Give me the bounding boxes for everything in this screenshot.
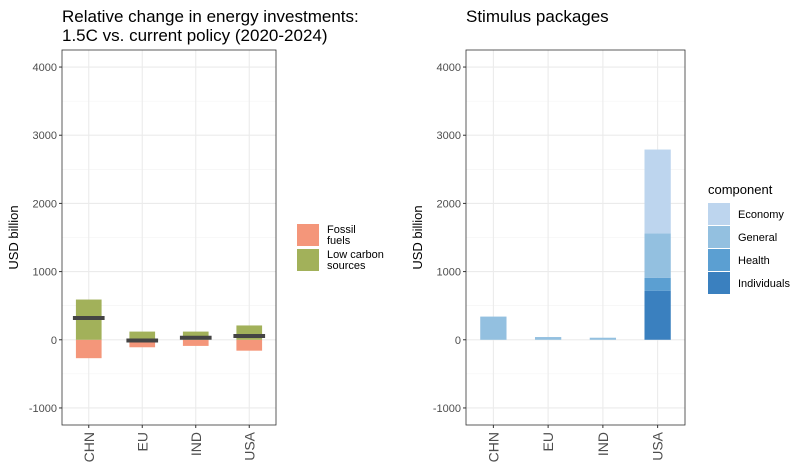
legend-key-economy [708,203,730,225]
y-tick-label: 4000 [437,62,461,74]
x-tick-label: USA [650,431,666,460]
x-tick-label: IND [595,432,611,456]
x-tick-label: EU [134,432,150,451]
y-tick-label: 2000 [437,198,461,210]
panel-energy-investments: Relative change in energy investments:1.… [6,7,384,462]
bar-individuals-usa [644,290,671,340]
bar-general-eu [534,337,562,340]
legend-key-low-carbon-sources [297,249,319,271]
y-tick-label: 4000 [33,62,57,74]
x-tick-label: USA [241,431,257,460]
legend-title: component [708,182,773,197]
y-axis-label: USD billion [410,205,425,269]
bar-general-chn [480,316,507,340]
bar-general-ind [589,337,617,340]
panel-border [465,49,686,426]
x-tick-label: CHN [485,432,501,462]
y-tick-label: -1000 [29,403,57,415]
y-axis-label: USD billion [6,205,21,269]
bar-fossil-fuels-usa [236,339,263,351]
x-tick-label: CHN [81,432,97,462]
legend-label-line: Fossil [327,224,356,236]
chart-title-line: Relative change in energy investments: [62,7,359,26]
legend-key-health [708,249,730,271]
bar-low-carbon-sources-eu [129,331,156,340]
bar-fossil-fuels-eu [129,339,156,348]
y-tick-label: 1000 [437,267,461,279]
x-tick-label: EU [540,432,556,451]
y-tick-label: 2000 [33,198,57,210]
legend-label-line: Low carbon [327,249,384,261]
bar-economy-usa [644,149,671,234]
legend-label: Health [738,255,770,267]
y-tick-label: -1000 [433,403,461,415]
bar-fossil-fuels-chn [75,339,102,359]
y-tick-label: 1000 [33,267,57,279]
legend-key-general [708,226,730,248]
legend-label-line: sources [327,260,366,272]
legend-label: Economy [738,209,784,221]
bar-low-carbon-sources-ind [182,331,209,340]
bar-general-usa [644,233,671,278]
y-tick-label: 3000 [437,130,461,142]
bar-health-usa [644,277,671,291]
y-tick-label: 0 [51,335,57,347]
bar-fossil-fuels-ind [182,339,209,346]
legend-key-fossil-fuels [297,224,319,246]
y-tick-label: 0 [455,335,461,347]
x-tick-label: IND [188,432,204,456]
chart-title-line: 1.5C vs. current policy (2020-2024) [62,26,328,45]
legend-label-line: fuels [327,235,351,247]
y-tick-label: 3000 [33,130,57,142]
panel-border [61,49,277,426]
legend-key-individuals [708,272,730,294]
chart-title-line: Stimulus packages [466,7,609,26]
legend-label: Individuals [738,278,790,290]
legend-label: General [738,232,777,244]
panel-stimulus-packages: Stimulus packages -1000 0 1000 2000 3000 4000 C… [410,7,790,462]
